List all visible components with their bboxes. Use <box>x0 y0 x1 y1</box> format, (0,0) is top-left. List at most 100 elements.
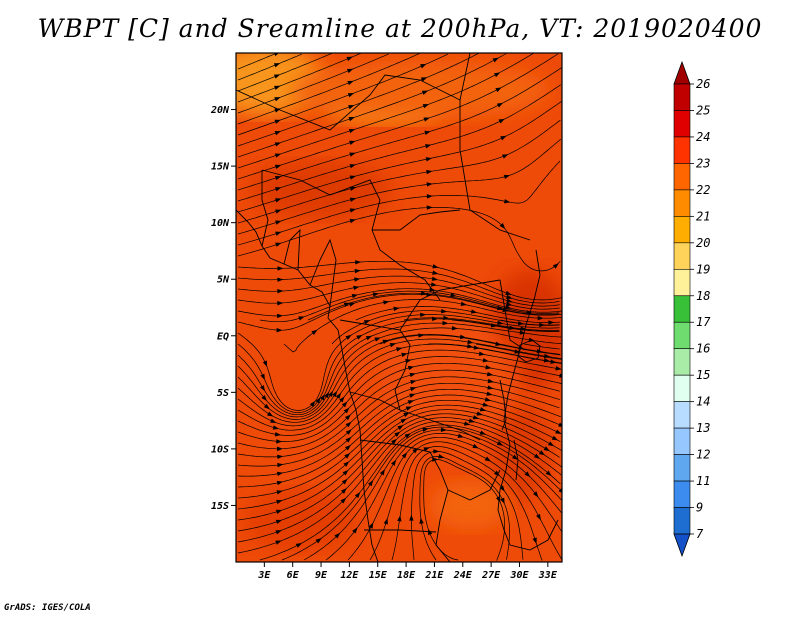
border-west-3 <box>309 238 337 307</box>
streamline-arrowhead <box>472 415 480 420</box>
streamline-arrowhead <box>543 353 551 359</box>
streamline-arrowhead <box>496 102 504 108</box>
colorbar-segment <box>673 110 691 138</box>
streamline-arrowhead <box>274 97 281 102</box>
colorbar-label: 19 <box>696 262 710 276</box>
streamline-arrowhead <box>277 289 284 294</box>
colorbar-segment <box>673 427 691 455</box>
colorbar-segment <box>673 189 691 217</box>
streamline-arrowhead <box>275 509 283 514</box>
colorbar-segment <box>673 295 691 323</box>
streamline-arrowhead <box>349 140 356 145</box>
streamline-arrowhead <box>537 315 544 321</box>
streamline-arrowhead <box>275 198 282 203</box>
x-tick-label: 15E <box>369 570 388 581</box>
streamline-arrowhead <box>552 263 559 269</box>
streamline-arrowhead <box>486 391 493 396</box>
streamline-arrowhead <box>319 394 325 401</box>
streamline-arrowhead <box>422 427 429 433</box>
streamline-arrowhead <box>277 266 284 271</box>
streamline-arrowhead <box>495 87 502 93</box>
streamline-arrowhead <box>543 358 551 363</box>
colorbar-label: 9 <box>696 501 703 515</box>
streamline-arrowhead <box>463 421 471 426</box>
y-tick-label: EQ <box>217 331 229 342</box>
streamline <box>237 417 562 543</box>
streamline-arrowhead <box>536 348 543 354</box>
streamline-arrowhead <box>460 301 467 306</box>
lake-victoria <box>517 339 541 363</box>
colorbar-label: 21 <box>696 209 710 223</box>
streamline-arrowhead <box>468 418 475 423</box>
streamline <box>237 53 389 114</box>
x-tick-label: 12E <box>340 570 359 581</box>
streamline-arrowhead <box>353 285 360 291</box>
streamline-arrowhead <box>274 142 282 147</box>
streamline-arrowhead <box>276 490 283 495</box>
border-west-1 <box>261 170 269 247</box>
streamline-arrowhead <box>432 316 439 321</box>
border-south-4 <box>364 529 437 533</box>
streamline-arrowhead <box>275 530 282 535</box>
streamline-arrowhead <box>500 135 507 141</box>
streamline-arrowhead <box>349 186 357 191</box>
streamline-arrowhead <box>383 518 388 525</box>
streamline-arrowhead <box>397 424 404 430</box>
streamline-arrowhead <box>273 74 281 79</box>
streamline-arrowhead <box>502 307 509 313</box>
streamline-arrowhead <box>517 321 525 326</box>
streamline-arrowhead <box>479 407 487 412</box>
streamline-arrowhead <box>506 298 513 303</box>
colorbar-segment <box>673 401 691 429</box>
colorbar-label: 26 <box>696 77 710 91</box>
colorbar-segment <box>673 321 691 350</box>
streamline-arrowhead <box>309 400 316 407</box>
streamline-arrowhead <box>391 438 398 445</box>
streamline-arrowhead <box>311 329 318 335</box>
streamline-arrowhead <box>472 443 479 449</box>
streamline-arrows <box>260 53 562 548</box>
streamline-arrowhead <box>274 119 281 124</box>
streamline-arrowhead <box>393 306 400 312</box>
streamline-arrowhead <box>348 105 355 110</box>
x-tick-label: 18E <box>397 570 416 581</box>
streamline-arrowhead <box>509 325 516 331</box>
x-tick-label: 6E <box>287 570 300 581</box>
streamline <box>237 53 420 125</box>
streamline-arrowhead <box>343 407 350 414</box>
y-axis: 20N 15N 10N 5N EQ 5S 10S 15S <box>210 105 236 512</box>
streamline-arrowhead <box>346 68 354 74</box>
streamline-arrowhead <box>409 372 416 378</box>
streamline-arrowhead <box>334 532 341 539</box>
colorbar-label: 22 <box>696 183 710 197</box>
streamline <box>259 424 561 561</box>
streamline-arrowhead <box>340 497 347 504</box>
streamline-arrowhead <box>536 513 541 521</box>
streamline-arrowhead <box>277 454 284 460</box>
streamline-arrowhead <box>433 449 440 454</box>
streamline-arrowhead <box>498 118 505 124</box>
streamline <box>391 446 543 561</box>
streamline <box>237 268 560 304</box>
warm-patch-south <box>430 480 510 530</box>
colorbar-segment <box>673 242 691 270</box>
streamline-arrowhead <box>263 403 270 410</box>
y-tick-label: 10N <box>211 218 230 229</box>
y-tick-label: 5N <box>217 275 230 286</box>
streamline-arrowhead <box>315 538 322 544</box>
y-tick-label: 5S <box>217 388 229 399</box>
colorbar-label: 23 <box>696 156 710 170</box>
streamline <box>237 207 561 272</box>
streamline-arrowhead <box>349 164 356 169</box>
x-tick-label: 30E <box>509 570 529 581</box>
streamline-arrowhead <box>479 430 487 435</box>
streamline-arrowhead <box>459 334 467 339</box>
streamline-arrowhead <box>500 497 505 505</box>
streamline <box>237 53 278 70</box>
streamline-arrowhead <box>274 164 282 169</box>
streamline <box>379 334 561 356</box>
streamline <box>355 306 560 323</box>
streamline-arrowhead <box>351 293 359 299</box>
colorbar-segment <box>673 480 691 508</box>
